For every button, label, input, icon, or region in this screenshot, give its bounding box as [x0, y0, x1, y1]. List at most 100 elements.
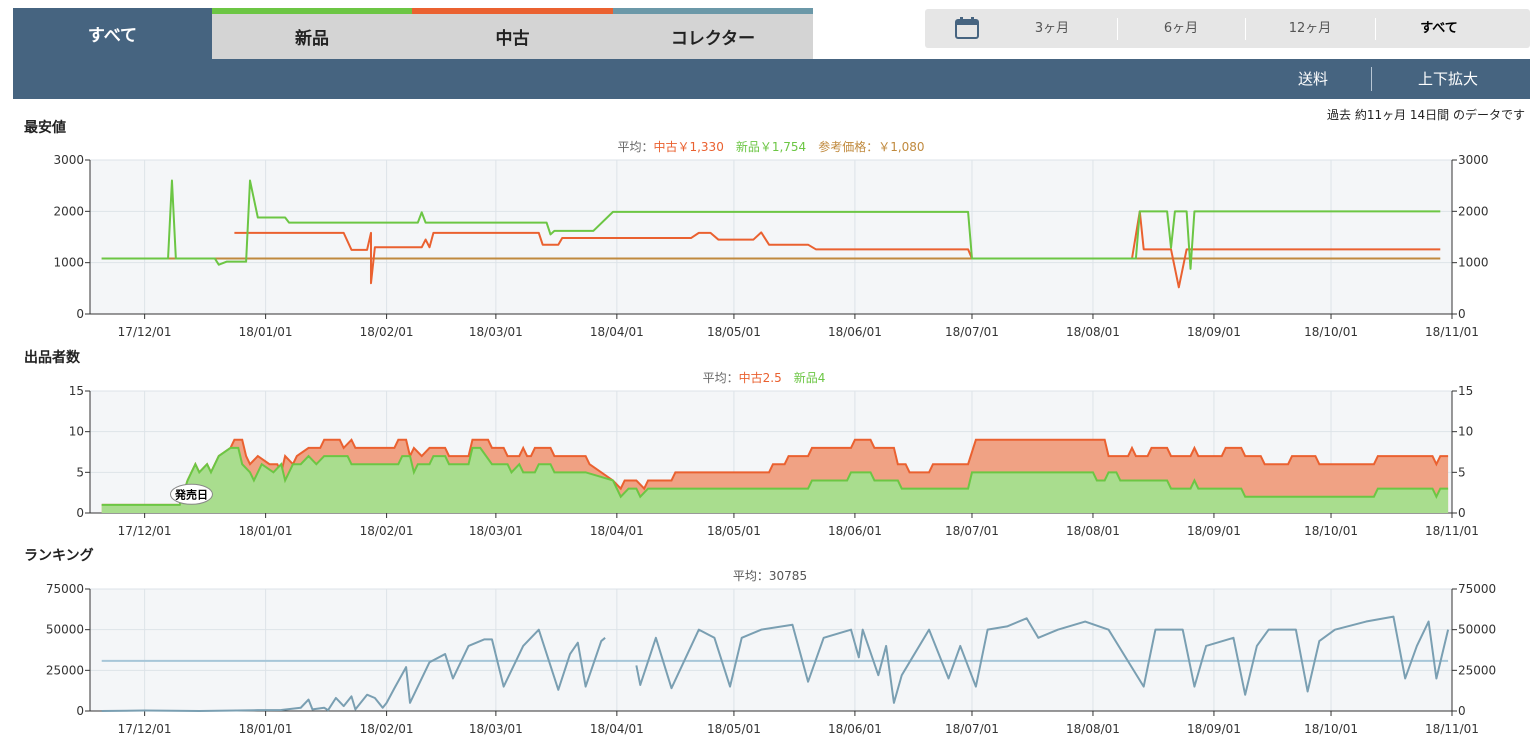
price-y-tick-label-right: 2000	[1458, 204, 1489, 218]
ranking-y-tick-label-right: 25000	[1458, 663, 1496, 677]
release-date-marker	[169, 483, 213, 505]
sellers-x-tick-label: 18/02/01	[360, 524, 414, 538]
sellers-line-new	[101, 446, 1449, 506]
sellers-line-used	[101, 438, 1449, 506]
ranking-x-tick-label: 18/05/01	[707, 722, 761, 736]
sellers-y-tick-label-right: 5	[1458, 465, 1466, 479]
sellers-x-tick-label: 17/12/01	[118, 524, 172, 538]
ranking-x-tick-label: 18/07/01	[945, 722, 999, 736]
price-y-tick-label: 0	[76, 307, 84, 321]
ranking-line	[101, 628, 606, 712]
range-option-12m[interactable]: 12ヶ月	[1288, 21, 1332, 36]
ranking-y-tick-label: 25000	[46, 663, 84, 677]
calendar-icon[interactable]	[955, 17, 979, 39]
price-x-tick-label: 17/12/01	[118, 325, 172, 339]
tab-used-label: 中古	[495, 29, 530, 49]
sellers-y-tick-label-right: 0	[1458, 506, 1466, 520]
price-x-tick-label: 18/10/01	[1304, 325, 1358, 339]
range-option-6m[interactable]: 6ヶ月	[1163, 21, 1199, 36]
section-title-sellers: 出品者数	[24, 350, 80, 366]
sellers-x-tick-label: 18/01/01	[239, 524, 293, 538]
sellers-x-tick-label: 18/11/01	[1425, 524, 1479, 538]
sellers-y-tick-label: 0	[76, 506, 84, 520]
release-date-label: 発売日	[174, 487, 208, 501]
ranking-x-tick-label: 18/11/01	[1425, 722, 1479, 736]
ranking-x-tick-label: 18/01/01	[239, 722, 293, 736]
sellers-x-tick-label: 18/08/01	[1066, 524, 1120, 538]
price-x-tick-label: 18/06/01	[828, 325, 882, 339]
price-line-new	[101, 179, 1441, 270]
price-avg-used: 中古￥1,330	[653, 139, 723, 154]
range-option-3m[interactable]: 3ヶ月	[1034, 21, 1070, 36]
price-x-tick-label: 18/02/01	[360, 325, 414, 339]
sellers-x-tick-label: 18/04/01	[590, 524, 644, 538]
sellers-y-tick-label: 15	[69, 384, 84, 398]
ranking-x-tick-label: 18/10/01	[1304, 722, 1358, 736]
price-avg-new: 新品￥1,754	[736, 139, 806, 154]
price-x-tick-label: 18/01/01	[239, 325, 293, 339]
ranking-y-tick-label-right: 0	[1458, 704, 1466, 718]
ranking-x-tick-label: 18/06/01	[828, 722, 882, 736]
tab-collector-stripe	[613, 8, 813, 14]
ranking-x-tick-label: 18/08/01	[1066, 722, 1120, 736]
ranking-x-tick-label: 17/12/01	[118, 722, 172, 736]
tab-new-stripe	[212, 8, 412, 14]
price-x-tick-label: 18/03/01	[469, 325, 523, 339]
price-reference: 参考価格：￥1,080	[818, 139, 924, 154]
ranking-y-tick-label: 50000	[46, 623, 84, 637]
price-y-tick-label-right: 0	[1458, 307, 1466, 321]
tab-used[interactable]: 中古	[412, 8, 613, 59]
ranking-x-tick-label: 18/03/01	[469, 722, 523, 736]
category-tab-bar: すべて 新品 中古 コレクター 送料 上下拡大	[13, 8, 1530, 99]
price-x-tick-label: 18/11/01	[1425, 325, 1479, 339]
sellers-y-tick-label: 5	[76, 465, 84, 479]
sellers-x-tick-label: 18/03/01	[469, 524, 523, 538]
sellers-avg-label: 平均：	[703, 371, 739, 385]
tab-all[interactable]: すべて	[13, 8, 212, 59]
sellers-area-new	[101, 447, 1449, 513]
sellers-x-tick-label: 18/10/01	[1304, 524, 1358, 538]
toolbar-divider	[1371, 67, 1372, 91]
ranking-y-tick-label: 75000	[46, 582, 84, 596]
price-x-tick-label: 18/09/01	[1187, 325, 1241, 339]
sellers-y-tick-label-right: 15	[1458, 384, 1473, 398]
ranking-line	[635, 615, 1450, 704]
tab-used-stripe	[412, 8, 613, 14]
price-line-used	[234, 210, 1441, 289]
ranking-x-tick-label: 18/09/01	[1187, 722, 1241, 736]
price-y-tick-label: 1000	[53, 256, 84, 270]
price-avg-label: 平均：	[617, 140, 653, 154]
sellers-summary: 平均：中古2.5 新品4	[703, 370, 826, 385]
section-title-ranking: ランキング	[24, 548, 94, 564]
sellers-y-tick-label-right: 10	[1458, 425, 1473, 439]
sellers-x-tick-label: 18/07/01	[945, 524, 999, 538]
sellers-x-tick-label: 18/05/01	[707, 524, 761, 538]
price-summary: 平均：中古￥1,330 新品￥1,754 参考価格：￥1,080	[617, 139, 924, 154]
data-period-note: 過去 約11ヶ月 14日間 のデータです	[1327, 108, 1525, 122]
range-divider	[1117, 18, 1118, 40]
range-divider	[1245, 18, 1246, 40]
price-x-tick-label: 18/07/01	[945, 325, 999, 339]
ranking-x-tick-label: 18/02/01	[360, 722, 414, 736]
sellers-x-tick-label: 18/06/01	[828, 524, 882, 538]
ranking-y-tick-label-right: 50000	[1458, 623, 1496, 637]
sellers-avg-new: 新品4	[794, 370, 826, 385]
sellers-y-tick-label: 10	[69, 425, 84, 439]
price-y-tick-label: 3000	[53, 153, 84, 167]
vertical-zoom-toggle[interactable]: 上下拡大	[1417, 70, 1478, 88]
shipping-toggle[interactable]: 送料	[1297, 70, 1328, 88]
sellers-x-tick-label: 18/09/01	[1187, 524, 1241, 538]
range-option-all[interactable]: すべて	[1420, 21, 1458, 36]
tab-new[interactable]: 新品	[212, 8, 412, 59]
price-plot-area	[90, 160, 1452, 314]
date-range-selector: 3ヶ月 6ヶ月 12ヶ月 すべて	[925, 9, 1530, 48]
price-x-tick-label: 18/04/01	[590, 325, 644, 339]
tab-collector[interactable]: コレクター	[613, 8, 813, 59]
price-x-tick-label: 18/05/01	[707, 325, 761, 339]
ranking-y-tick-label-right: 75000	[1458, 582, 1496, 596]
price-x-tick-label: 18/08/01	[1066, 325, 1120, 339]
